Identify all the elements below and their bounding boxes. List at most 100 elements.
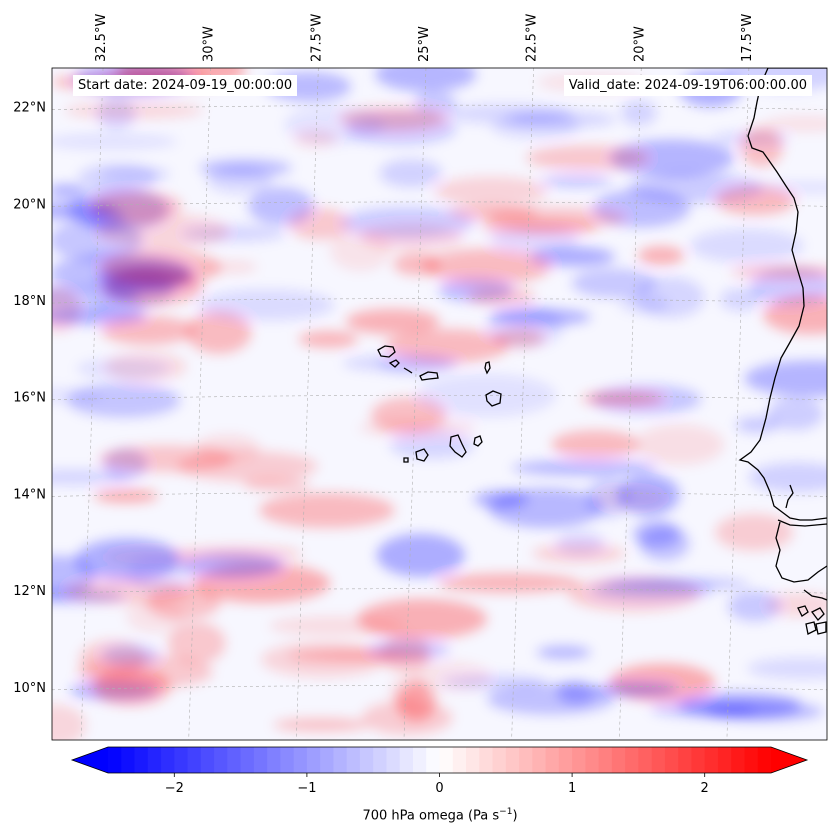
omega-blob: [423, 248, 552, 285]
omega-blob: [359, 419, 476, 437]
colorbar-segment: [121, 747, 136, 773]
omega-blob: [689, 228, 804, 263]
omega-blob: [744, 360, 827, 397]
colorbar-segment: [412, 747, 427, 773]
omega-blob: [593, 681, 679, 697]
colorbar-segment: [545, 747, 560, 773]
omega-blob: [530, 246, 616, 267]
coastline: [377, 68, 827, 635]
colorbar-segment: [731, 747, 745, 773]
omega-blob: [268, 616, 403, 636]
gambia-river: [777, 519, 827, 527]
omega-field: [52, 68, 827, 740]
omega-blob: [434, 176, 548, 206]
omega-blob: [260, 641, 386, 678]
omega-blob: [96, 213, 230, 249]
cape-verde-sao-nicolau: [419, 371, 439, 381]
colorbar-segment: [386, 747, 401, 773]
colorbar-segment: [373, 747, 387, 773]
colorbar-tick-label: −2: [165, 781, 184, 796]
colorbar-segment: [572, 747, 586, 773]
omega-blob: [705, 702, 824, 722]
colorbar-segment: [280, 747, 295, 773]
omega-blob: [541, 174, 612, 188]
omega-blob: [581, 391, 665, 406]
colorbar-segment: [757, 747, 772, 773]
latitude-tick-label: 16°N: [13, 391, 46, 406]
colorbar-segment: [585, 747, 600, 773]
colorbar-segment: [214, 747, 228, 773]
colorbar-segment: [187, 747, 202, 773]
colorbar-label-text: 700 hPa omega (Pa s: [362, 808, 500, 824]
colorbar-tick-label: −1: [297, 781, 316, 796]
meridian-gridline: [511, 68, 534, 740]
colorbar-segment: [704, 747, 719, 773]
colorbar: −2 −1 0 1 2: [70, 746, 809, 796]
omega-blob: [248, 187, 315, 225]
omega-blob: [379, 158, 442, 188]
omega-blob: [764, 115, 827, 132]
colorbar-segment: [492, 747, 507, 773]
latitude-tick-label: 18°N: [13, 294, 46, 309]
colorbar-segment: [174, 747, 189, 773]
omega-blob: [298, 331, 359, 348]
colorbar-segment: [691, 747, 706, 773]
longitude-tick-label: 27.5°W: [309, 14, 324, 62]
longitude-tick-label: 25°W: [417, 26, 432, 62]
colorbar-segment: [333, 747, 348, 773]
omega-blob: [92, 668, 171, 706]
omega-blob: [128, 553, 193, 594]
colorbar-segment: [625, 747, 639, 773]
omega-blob: [511, 459, 657, 476]
colorbar-extend-min: [72, 747, 108, 773]
omega-blob: [393, 253, 440, 276]
bijagos-islands-3: [805, 621, 817, 635]
latitude-tick-label: 14°N: [13, 487, 46, 502]
colorbar-segment: [611, 747, 626, 773]
omega-blob: [93, 489, 159, 503]
colorbar-segment: [293, 747, 308, 773]
omega-blob: [389, 676, 427, 708]
guinea-bissau-coast: [775, 521, 827, 583]
omega-blob: [485, 206, 626, 230]
valid-date-label: Valid_date: 2024-09-19T06:00:00.00: [563, 75, 812, 96]
omega-blob: [632, 520, 681, 547]
omega-blob: [273, 717, 369, 732]
colorbar-segment: [306, 747, 321, 773]
colorbar-segment: [346, 747, 361, 773]
colorbar-label: 700 hPa omega (Pa s−1): [0, 807, 837, 823]
colorbar-segment: [664, 747, 679, 773]
omega-blob: [197, 289, 335, 321]
senegal-gambia-coast: [785, 484, 794, 509]
colorbar-segment: [267, 747, 281, 773]
meridian-gridline: [188, 68, 211, 740]
omega-blob: [620, 99, 657, 127]
omega-blob: [101, 315, 196, 345]
meridian-gridline: [618, 68, 642, 740]
omega-blob: [730, 265, 827, 279]
omega-blob: [329, 228, 391, 272]
omega-blob: [90, 191, 182, 221]
colorbar-segment: [359, 747, 374, 773]
omega-blob: [763, 295, 827, 335]
omega-blob: [551, 430, 640, 459]
omega-blob: [525, 145, 650, 171]
colorbar-segment: [638, 747, 653, 773]
omega-blob: [66, 383, 181, 418]
omega-blob: [532, 543, 626, 564]
latitude-tick-label: 22°N: [13, 101, 46, 116]
omega-blob: [715, 185, 796, 216]
cape-verde-boa-vista: [485, 390, 502, 407]
colorbar-segment: [558, 747, 573, 773]
latitude-tick-label: 12°N: [13, 584, 46, 599]
colorbar-label-close: ): [512, 808, 518, 824]
bijagos-islands-4: [815, 621, 827, 635]
omega-blob: [766, 592, 827, 617]
parallel-gridline: [52, 394, 827, 401]
colorbar-segment: [399, 747, 414, 773]
omega-blob: [727, 590, 781, 622]
colorbar-segment: [439, 747, 454, 773]
colorbar-tick-label: 2: [701, 781, 709, 796]
parallel-gridline: [52, 298, 827, 304]
longitude-tick-label: 22.5°W: [525, 14, 540, 62]
